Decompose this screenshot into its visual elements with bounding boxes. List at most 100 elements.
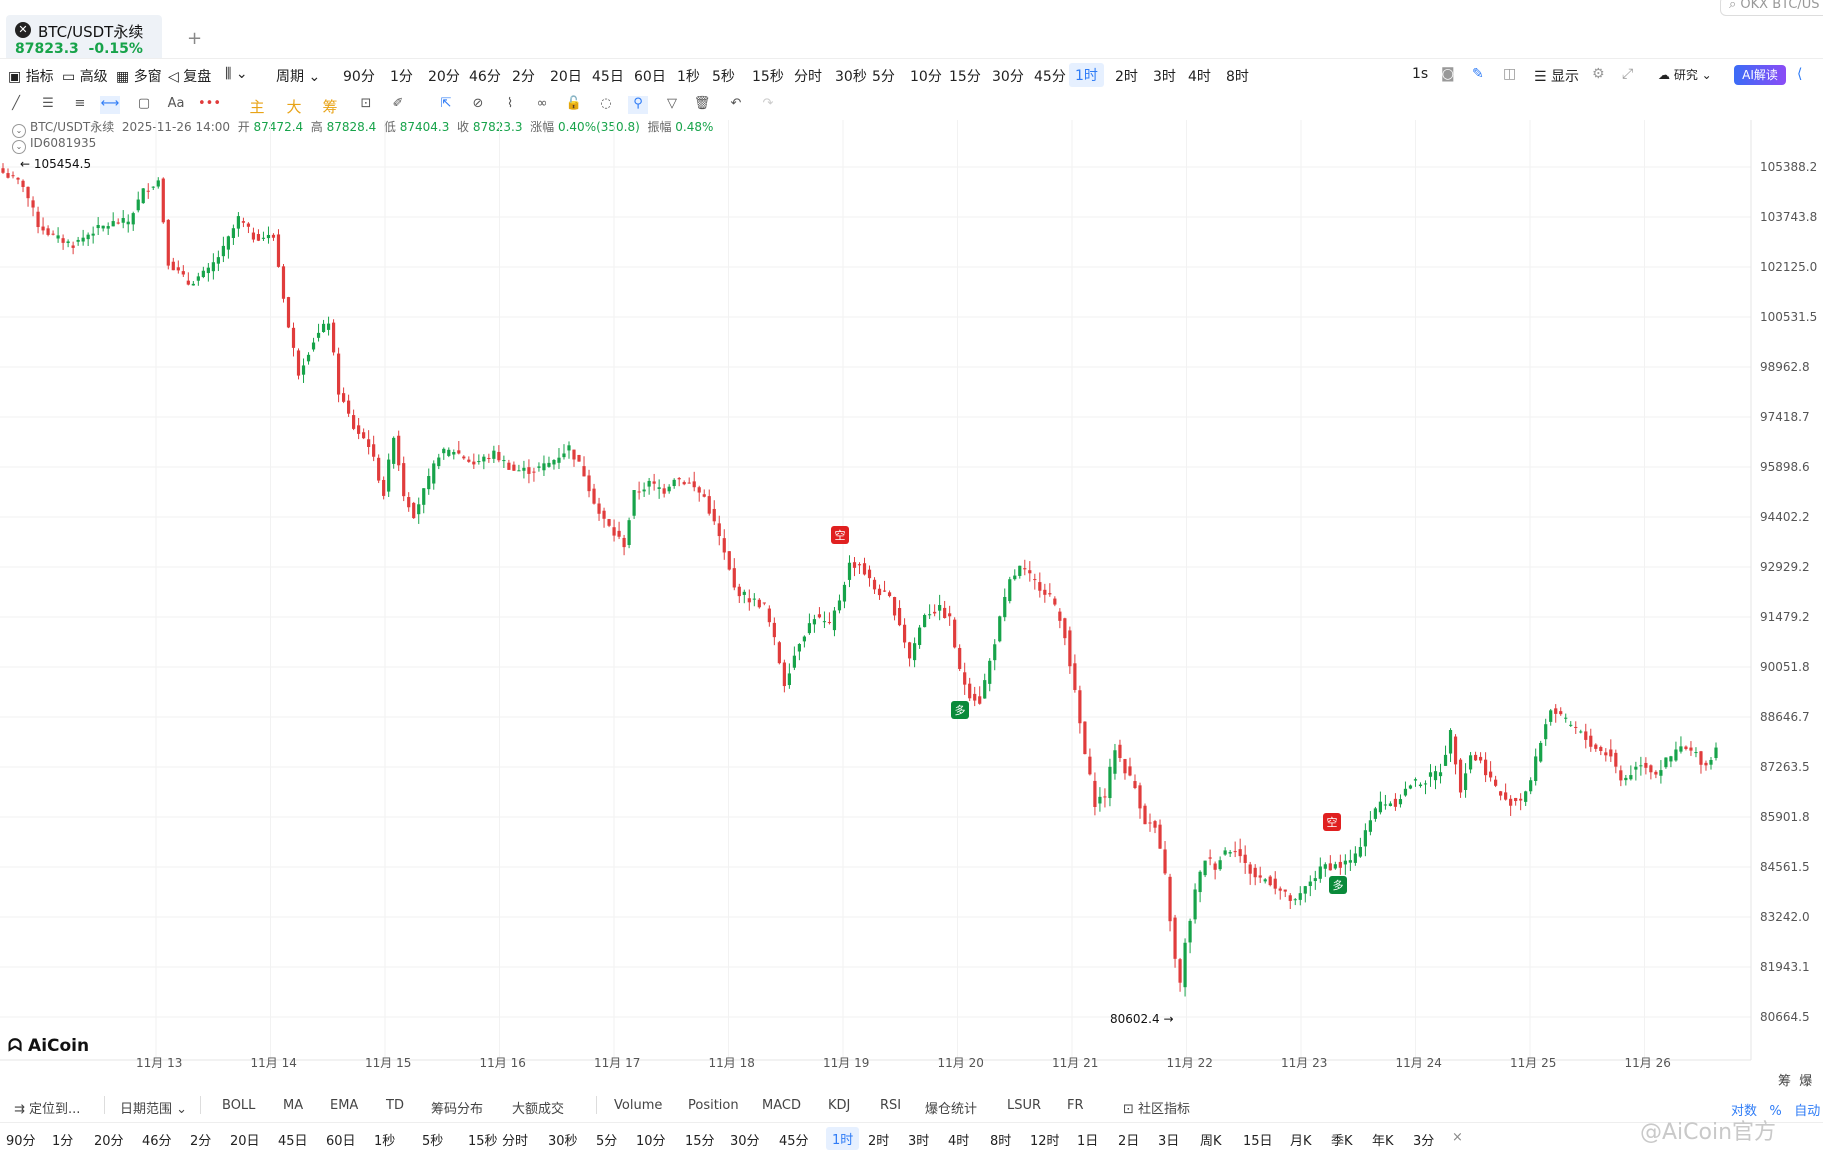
goto-button[interactable]: ⇉ 定位到... bbox=[14, 1102, 81, 1117]
indicator-7-button[interactable]: Position bbox=[688, 1098, 739, 1113]
interval-1s-button[interactable]: 1s bbox=[1412, 66, 1429, 82]
indicator-3-button[interactable]: TD bbox=[386, 1098, 404, 1113]
interval-7-button[interactable]: 60日 bbox=[634, 69, 666, 85]
pencil-icon[interactable]: ✎ bbox=[1472, 66, 1484, 82]
bottom-interval-9-button[interactable]: 5秒 bbox=[422, 1134, 444, 1149]
bottom-interval-13-button[interactable]: 5分 bbox=[596, 1134, 618, 1149]
main-force-button[interactable]: 主 bbox=[249, 98, 265, 116]
channel-tool-icon[interactable]: ≡ bbox=[74, 96, 86, 111]
interval-22-button[interactable]: 8时 bbox=[1226, 69, 1249, 85]
bottom-interval-17-button[interactable]: 45分 bbox=[779, 1134, 809, 1149]
candle-type-button[interactable]: ⫼ ⌄ bbox=[225, 66, 248, 82]
bottom-interval-8-button[interactable]: 1秒 bbox=[374, 1134, 396, 1149]
interval-13-button[interactable]: 5分 bbox=[872, 69, 895, 85]
interval-4-button[interactable]: 2分 bbox=[512, 69, 535, 85]
bottom-interval-30-button[interactable]: 季K bbox=[1331, 1134, 1353, 1149]
interval-17-button[interactable]: 45分 bbox=[1034, 69, 1066, 85]
replay-button[interactable]: ◁ 复盘 bbox=[168, 69, 212, 85]
more-tools-icon[interactable]: ••• bbox=[198, 96, 222, 111]
interval-14-button[interactable]: 10分 bbox=[910, 69, 942, 85]
research-dropdown[interactable]: ☁ 研究 ⌄ bbox=[1658, 68, 1712, 82]
interval-1-button[interactable]: 1分 bbox=[390, 69, 413, 85]
indicator-11-button[interactable]: 爆仓统计 bbox=[925, 1102, 978, 1117]
bottom-interval-29-button[interactable]: 月K bbox=[1290, 1134, 1312, 1149]
indicator-14-button[interactable]: ⊡ 社区指标 bbox=[1123, 1102, 1191, 1117]
bottom-interval-2-button[interactable]: 20分 bbox=[94, 1134, 124, 1149]
hide-icon[interactable]: ◌ bbox=[600, 96, 612, 111]
indicator-2-button[interactable]: EMA bbox=[330, 1098, 359, 1113]
period-dropdown[interactable]: 周期 ⌄ bbox=[276, 69, 321, 85]
chip-button[interactable]: 筹 bbox=[322, 98, 338, 116]
text-tool-icon[interactable]: Aa bbox=[167, 96, 185, 111]
fullscreen-icon[interactable]: ⤢ bbox=[1622, 66, 1634, 82]
search-input[interactable]: ⌕ OKX BTC/US bbox=[1720, 0, 1823, 16]
indicator-5-button[interactable]: 大额成交 bbox=[512, 1102, 565, 1117]
interval-5-button[interactable]: 20日 bbox=[550, 69, 582, 85]
redo-icon[interactable]: ↷ bbox=[762, 96, 774, 111]
share-icon[interactable]: ⟨ bbox=[1797, 66, 1803, 82]
interval-2-button[interactable]: 20分 bbox=[428, 69, 460, 85]
bottom-interval-18-button[interactable]: 1时 bbox=[826, 1127, 860, 1150]
interval-19-button[interactable]: 2时 bbox=[1115, 69, 1138, 85]
filter-icon[interactable]: ▽ bbox=[667, 96, 677, 111]
bottom-interval-16-button[interactable]: 30分 bbox=[730, 1134, 760, 1149]
collapse-icon[interactable]: ⌄ bbox=[12, 140, 26, 154]
bottom-interval-32-button[interactable]: 3分 bbox=[1413, 1134, 1435, 1149]
interval-10-button[interactable]: 15秒 bbox=[752, 69, 784, 85]
indicator-button[interactable]: ▣ 指标 bbox=[8, 69, 54, 85]
bottom-interval-4-button[interactable]: 2分 bbox=[190, 1134, 212, 1149]
window-icon[interactable]: ◫ bbox=[1503, 66, 1517, 82]
interval-21-button[interactable]: 4时 bbox=[1188, 69, 1211, 85]
sync-icon[interactable]: ⚲ bbox=[628, 96, 648, 114]
bottom-interval-10-button[interactable]: 15秒 bbox=[468, 1134, 498, 1149]
percent-scale-button[interactable]: % bbox=[1769, 1104, 1782, 1119]
date-range-dropdown[interactable]: 日期范围 ⌄ bbox=[120, 1102, 188, 1117]
indicator-8-button[interactable]: MACD bbox=[762, 1098, 801, 1113]
bottom-interval-28-button[interactable]: 15日 bbox=[1243, 1134, 1273, 1149]
collapse-icon[interactable]: ⌄ bbox=[12, 124, 26, 138]
bottom-interval-14-button[interactable]: 10分 bbox=[636, 1134, 666, 1149]
magnet-icon[interactable]: ⌇ bbox=[506, 96, 514, 111]
interval-11-button[interactable]: 分时 bbox=[794, 69, 822, 85]
large-order-button[interactable]: 大 bbox=[286, 98, 302, 116]
interval-9-button[interactable]: 5秒 bbox=[712, 69, 735, 85]
interval-16-button[interactable]: 30分 bbox=[992, 69, 1024, 85]
indicator-9-button[interactable]: KDJ bbox=[828, 1098, 851, 1113]
interval-3-button[interactable]: 46分 bbox=[469, 69, 501, 85]
advanced-button[interactable]: ▭ 高级 bbox=[62, 69, 108, 85]
indicator-4-button[interactable]: 筹码分布 bbox=[431, 1102, 484, 1117]
interval-15-button[interactable]: 15分 bbox=[949, 69, 981, 85]
auto-scale-button[interactable]: 自动 bbox=[1794, 1104, 1821, 1119]
display-button[interactable]: ☰ 显示 bbox=[1534, 69, 1580, 85]
symbol-tab[interactable]: ✕ BTC/USDT永续 87823.3 -0.15% bbox=[6, 15, 162, 58]
bottom-interval-0-button[interactable]: 90分 bbox=[6, 1134, 36, 1149]
interval-8-button[interactable]: 1秒 bbox=[677, 69, 700, 85]
indicator-10-button[interactable]: RSI bbox=[880, 1098, 902, 1113]
bottom-interval-19-button[interactable]: 2时 bbox=[868, 1134, 890, 1149]
formula-icon[interactable]: ⊡ bbox=[360, 96, 372, 111]
chip-label[interactable]: 筹 bbox=[1778, 1074, 1792, 1089]
bottom-interval-15-button[interactable]: 15分 bbox=[685, 1134, 715, 1149]
bottom-interval-1-button[interactable]: 1分 bbox=[52, 1134, 74, 1149]
indicator-0-button[interactable]: BOLL bbox=[222, 1098, 256, 1113]
link-icon[interactable]: ∞ bbox=[536, 96, 548, 111]
bottom-interval-27-button[interactable]: 周K bbox=[1200, 1134, 1222, 1149]
bottom-interval-25-button[interactable]: 2日 bbox=[1118, 1134, 1140, 1149]
close-icon[interactable]: ✕ bbox=[15, 22, 31, 38]
camera-icon[interactable]: ◙ bbox=[1441, 66, 1455, 82]
ai-analysis-button[interactable]: AI解读 bbox=[1734, 65, 1786, 85]
bottom-interval-22-button[interactable]: 8时 bbox=[990, 1134, 1012, 1149]
bottom-interval-11-button[interactable]: 分时 bbox=[502, 1134, 529, 1149]
bottom-interval-7-button[interactable]: 60日 bbox=[326, 1134, 356, 1149]
interval-0-button[interactable]: 90分 bbox=[343, 69, 375, 85]
indicator-6-button[interactable]: Volume bbox=[614, 1098, 663, 1113]
indicator-12-button[interactable]: LSUR bbox=[1007, 1098, 1042, 1113]
bottom-interval-23-button[interactable]: 12时 bbox=[1030, 1134, 1060, 1149]
interval-20-button[interactable]: 3时 bbox=[1153, 69, 1176, 85]
undo-icon[interactable]: ↶ bbox=[730, 96, 742, 111]
brush-icon[interactable]: ✐ bbox=[392, 96, 404, 111]
multi-window-button[interactable]: ▦ 多窗 bbox=[116, 69, 162, 85]
bottom-interval-20-button[interactable]: 3时 bbox=[908, 1134, 930, 1149]
lock-icon[interactable]: 🔓 bbox=[565, 96, 583, 111]
indicator-1-button[interactable]: MA bbox=[283, 1098, 304, 1113]
